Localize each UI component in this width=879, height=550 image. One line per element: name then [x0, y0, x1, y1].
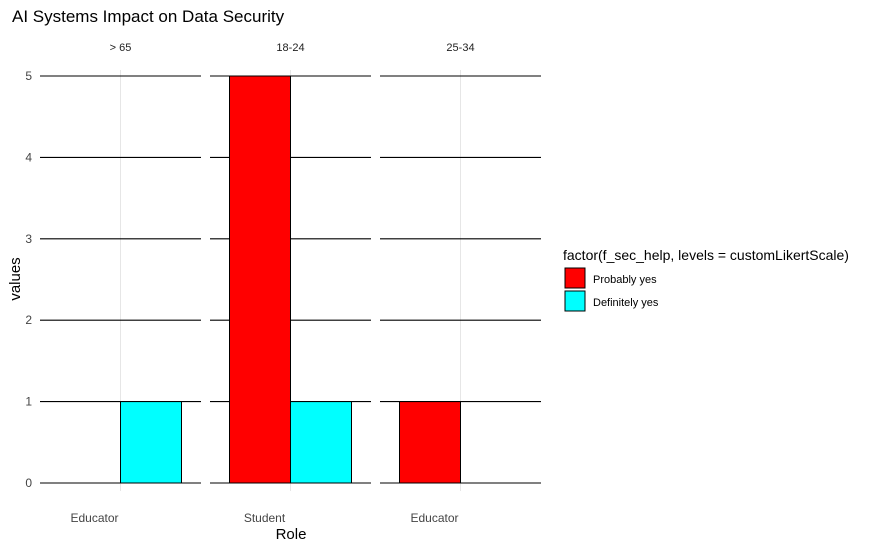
- facet-strip-label: > 65: [110, 42, 132, 54]
- y-tick-label: 2: [25, 313, 32, 327]
- y-tick-label: 3: [25, 232, 32, 246]
- bar: [120, 401, 182, 484]
- facet-panel: 25-34 Educator: [380, 42, 541, 525]
- legend: factor(f_sec_help, levels = customLikert…: [563, 247, 849, 312]
- facet-panels: > 65 Educator 18-24 Student 25-34 Educator: [40, 42, 541, 525]
- y-tick-label: 4: [25, 150, 32, 164]
- y-axis-title: values: [7, 257, 24, 300]
- facet-strip-label: 18-24: [276, 42, 304, 54]
- facet-panel: 18-24 Student: [210, 42, 371, 525]
- y-tick-label: 1: [25, 395, 32, 409]
- facet-panel: > 65 Educator: [40, 42, 201, 525]
- x-axis-title: Role: [276, 526, 307, 543]
- legend-key: [564, 290, 586, 312]
- y-tick-label: 0: [25, 476, 32, 490]
- legend-label: Probably yes: [593, 274, 657, 286]
- legend-label: Definitely yes: [593, 297, 659, 309]
- x-tick-label: Educator: [410, 511, 458, 525]
- legend-key: [564, 267, 586, 289]
- y-tick-label: 5: [25, 69, 32, 83]
- legend-items: Probably yes Definitely yes: [564, 267, 659, 312]
- legend-title: factor(f_sec_help, levels = customLikert…: [563, 247, 849, 263]
- bar: [399, 401, 461, 484]
- x-tick-label: Student: [244, 511, 286, 525]
- chart-title: AI Systems Impact on Data Security: [12, 7, 285, 26]
- y-axis-ticks: 0 1 2 3 4 5: [25, 69, 32, 490]
- bar: [229, 75, 291, 484]
- facet-strip-label: 25-34: [446, 42, 474, 54]
- x-tick-label: Educator: [70, 511, 118, 525]
- bar: [290, 401, 352, 484]
